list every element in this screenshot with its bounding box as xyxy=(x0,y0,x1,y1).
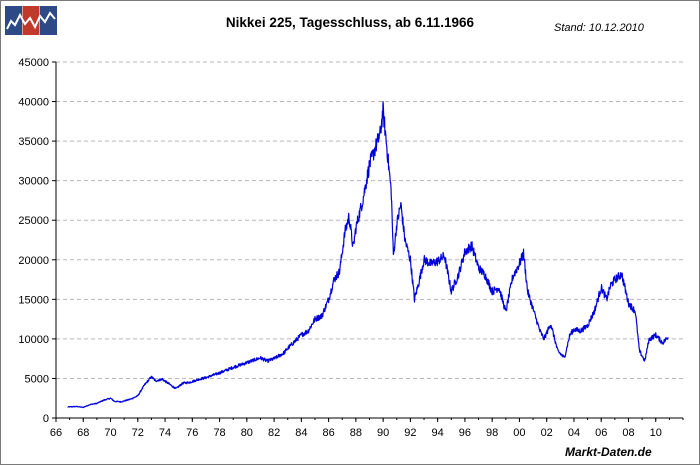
logo-line xyxy=(6,11,56,30)
x-tick-label: 04 xyxy=(568,427,580,439)
x-tick-label: 86 xyxy=(322,427,334,439)
axis-layer xyxy=(52,61,684,422)
x-tick-label: 74 xyxy=(159,427,171,439)
y-tick-label: 30000 xyxy=(18,176,49,188)
x-tick-label: 90 xyxy=(377,427,389,439)
x-tick-label: 70 xyxy=(104,427,116,439)
y-tick-label: 15000 xyxy=(18,294,49,306)
x-tick-label: 80 xyxy=(241,427,253,439)
grid-layer xyxy=(56,61,683,379)
x-tick-label: 98 xyxy=(486,427,498,439)
y-tick-label: 35000 xyxy=(18,136,49,148)
nikkei-series-line xyxy=(67,101,669,409)
x-tick-label: 66 xyxy=(50,427,62,439)
x-tick-label: 82 xyxy=(268,427,280,439)
source-label: Markt-Daten.de xyxy=(565,445,652,459)
site-logo-icon xyxy=(5,6,57,35)
x-tick-label: 88 xyxy=(350,427,362,439)
x-tick-labels: 66 68 70 72 74 76 78 80 82 84 86 88 90 92 94 96 98 00 02 04… xyxy=(50,427,662,439)
y-tick-labels: 0 5000 10000 15000 20000 25000 30000 35000 40000… xyxy=(18,57,49,425)
x-tick-label: 78 xyxy=(213,427,225,439)
x-tick-label: 96 xyxy=(459,427,471,439)
x-tick-label: 00 xyxy=(513,427,525,439)
x-tick-label: 84 xyxy=(295,427,307,439)
logo-right-panel xyxy=(40,6,57,35)
x-tick-label: 68 xyxy=(77,427,89,439)
y-tick-label: 20000 xyxy=(18,255,49,267)
x-tick-label: 02 xyxy=(541,427,553,439)
chart-title: Nikkei 225, Tagesschluss, ab 6.11.1966 xyxy=(225,15,475,30)
x-tick-label: 76 xyxy=(186,427,198,439)
y-tick-label: 10000 xyxy=(18,334,49,346)
x-tick-label: 10 xyxy=(650,427,662,439)
x-tick-label: 72 xyxy=(132,427,144,439)
y-tick-label: 40000 xyxy=(18,97,49,109)
logo-left-panel xyxy=(5,6,22,35)
x-tick-label: 94 xyxy=(432,427,444,439)
stand-date: Stand: 10.12.2010 xyxy=(554,22,644,34)
x-tick-label: 06 xyxy=(595,427,607,439)
y-tick-label: 5000 xyxy=(25,373,49,385)
y-tick-label: 25000 xyxy=(18,215,49,227)
x-tick-label: 92 xyxy=(404,427,416,439)
y-tick-label: 0 xyxy=(43,413,49,425)
x-tick-label: 08 xyxy=(622,427,634,439)
y-tick-label: 45000 xyxy=(18,57,49,69)
